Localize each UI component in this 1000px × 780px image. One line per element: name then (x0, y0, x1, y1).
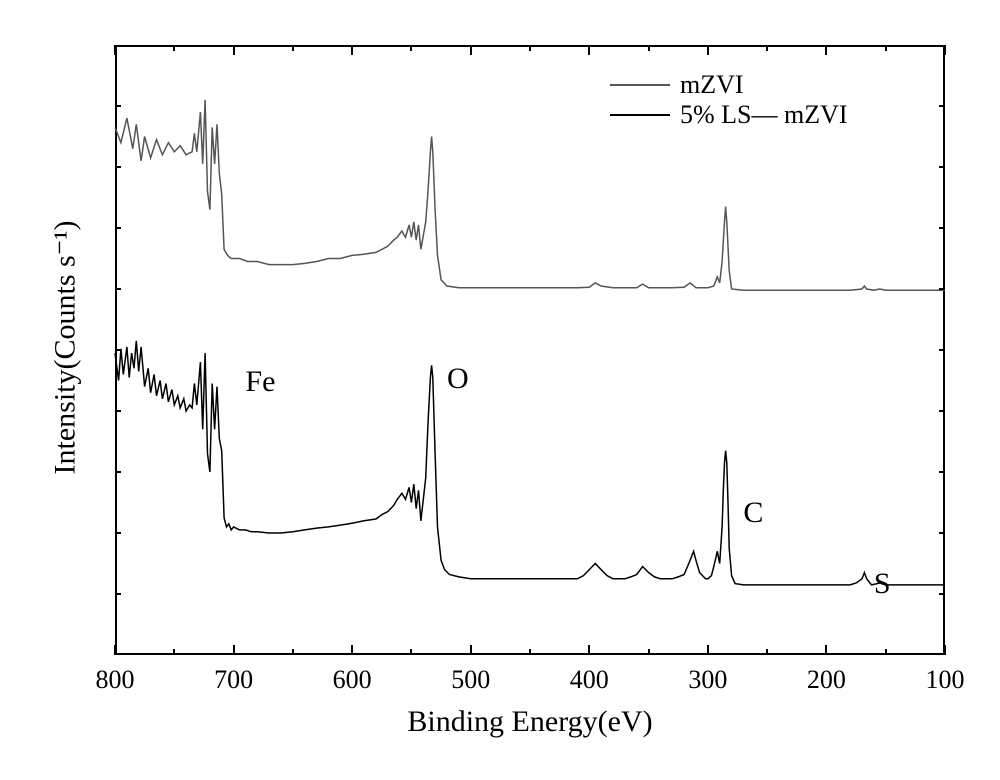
y-tick-right (939, 410, 945, 412)
peak-label-O: O (447, 362, 469, 396)
y-tick-right (939, 593, 945, 595)
y-tick-left (115, 410, 121, 412)
peak-label-S: S (874, 567, 891, 601)
peak-label-Fe: Fe (245, 365, 275, 399)
x-tick-bottom (233, 645, 235, 655)
x-minor-tick-bottom (173, 649, 175, 655)
x-tick-label: 700 (214, 665, 253, 695)
x-minor-tick-top (173, 45, 175, 51)
x-tick-label: 300 (688, 665, 727, 695)
legend-label: 5% LS— mZVI (680, 100, 848, 130)
x-minor-tick-bottom (648, 649, 650, 655)
x-tick-label: 100 (926, 665, 965, 695)
y-tick-left (115, 288, 121, 290)
x-tick-bottom (114, 645, 116, 655)
x-tick-bottom (470, 645, 472, 655)
legend-item: mZVI (610, 70, 848, 100)
x-tick-label: 400 (570, 665, 609, 695)
y-axis-label: Intensity(Counts s⁻¹) (48, 208, 83, 488)
peak-label-C: C (743, 496, 763, 530)
series-5% LS-mZVI (115, 341, 945, 585)
x-minor-tick-top (410, 45, 412, 51)
y-tick-left (115, 227, 121, 229)
x-tick-top (588, 45, 590, 55)
x-tick-bottom (707, 645, 709, 655)
x-minor-tick-bottom (885, 649, 887, 655)
x-tick-bottom (351, 645, 353, 655)
y-tick-right (939, 349, 945, 351)
y-tick-right (939, 532, 945, 534)
y-tick-left (115, 105, 121, 107)
x-minor-tick-bottom (292, 649, 294, 655)
y-tick-left (115, 349, 121, 351)
y-tick-left (115, 593, 121, 595)
x-axis-label: Binding Energy(eV) (390, 705, 670, 739)
x-minor-tick-top (648, 45, 650, 51)
x-minor-tick-top (766, 45, 768, 51)
x-minor-tick-bottom (766, 649, 768, 655)
x-minor-tick-top (292, 45, 294, 51)
x-minor-tick-bottom (410, 649, 412, 655)
x-tick-label: 200 (807, 665, 846, 695)
y-tick-right (939, 166, 945, 168)
x-tick-top (233, 45, 235, 55)
y-tick-left (115, 166, 121, 168)
legend-item: 5% LS— mZVI (610, 100, 848, 130)
x-tick-bottom (944, 645, 946, 655)
x-tick-top (114, 45, 116, 55)
x-minor-tick-top (885, 45, 887, 51)
spectrum-svg (0, 0, 1000, 780)
y-tick-left (115, 532, 121, 534)
x-tick-label: 800 (96, 665, 135, 695)
x-tick-top (470, 45, 472, 55)
x-tick-bottom (825, 645, 827, 655)
x-tick-top (825, 45, 827, 55)
legend-line (610, 84, 670, 86)
x-minor-tick-bottom (529, 649, 531, 655)
legend-line (610, 114, 670, 116)
x-tick-top (707, 45, 709, 55)
x-tick-bottom (588, 645, 590, 655)
y-tick-right (939, 471, 945, 473)
x-tick-label: 600 (333, 665, 372, 695)
y-tick-right (939, 288, 945, 290)
y-tick-left (115, 471, 121, 473)
legend: mZVI5% LS— mZVI (610, 70, 848, 130)
x-tick-top (944, 45, 946, 55)
x-minor-tick-top (529, 45, 531, 51)
y-tick-right (939, 105, 945, 107)
x-tick-label: 500 (451, 665, 490, 695)
x-tick-top (351, 45, 353, 55)
y-tick-right (939, 227, 945, 229)
legend-label: mZVI (680, 70, 744, 100)
xps-spectrum-chart: Intensity(Counts s⁻¹) Binding Energy(eV)… (0, 0, 1000, 780)
